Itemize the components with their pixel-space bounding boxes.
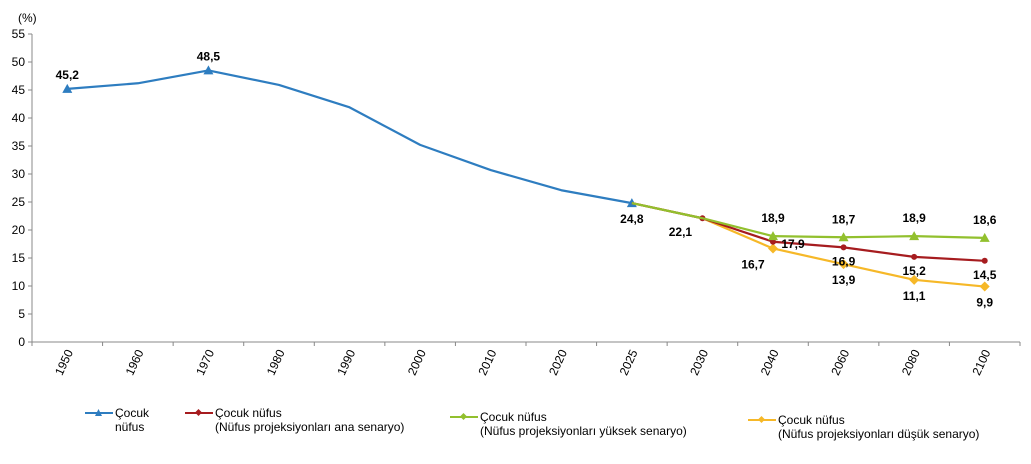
legend-item-child-population: Çocuk nüfus	[85, 406, 149, 434]
y-axis-unit: (%)	[18, 11, 37, 25]
data-point-marker	[840, 244, 847, 251]
data-label: 15,2	[902, 264, 926, 278]
data-point-marker	[768, 231, 778, 241]
x-tick-label: 1990	[334, 347, 358, 377]
x-tick-label: 2040	[758, 347, 782, 377]
x-tick-label: 2030	[687, 347, 711, 377]
data-point-marker	[909, 274, 920, 285]
legend-swatch-green	[450, 410, 478, 424]
data-label: 18,7	[832, 212, 856, 226]
data-label: 14,5	[973, 268, 997, 282]
y-tick-label: 40	[12, 111, 26, 125]
y-tick-label: 20	[12, 223, 26, 237]
legend-label: Çocuk nüfus	[215, 406, 282, 420]
data-label: 22,1	[669, 225, 693, 239]
data-label: 16,9	[832, 254, 856, 268]
x-tick-label: 2020	[546, 347, 570, 377]
y-tick-label: 5	[18, 307, 25, 321]
data-label: 48,5	[197, 49, 221, 63]
legend-swatch-yellow	[748, 413, 776, 427]
x-tick-label: 1950	[52, 347, 76, 377]
legend-label: Çocuk	[115, 406, 150, 420]
data-label: 9,9	[976, 296, 993, 310]
legend-label: Çocuk nüfus	[778, 413, 845, 427]
data-point-marker	[909, 231, 920, 241]
x-tick-label: 2000	[405, 347, 429, 377]
data-point-marker	[979, 281, 990, 292]
legend-item-low-scenario: Çocuk nüfus (Nüfus projeksiyonları düşük …	[748, 413, 979, 441]
x-tick-label: 1970	[193, 347, 217, 377]
data-label: 13,9	[832, 273, 856, 287]
y-tick-label: 15	[12, 251, 26, 265]
x-tick-label: 1980	[264, 347, 288, 377]
data-point-marker	[979, 232, 990, 242]
y-tick-label: 50	[12, 55, 26, 69]
data-label: 24,8	[620, 212, 644, 226]
legend-label: (Nüfus projeksiyonları ana senaryo)	[215, 420, 405, 434]
x-tick-label: 1960	[123, 347, 147, 377]
y-tick-label: 0	[18, 335, 25, 349]
legend-swatch-blue	[85, 406, 113, 420]
data-point-marker	[838, 232, 849, 242]
series-line	[67, 69, 633, 205]
legend-label: (Nüfus projeksiyonları düşük senaryo)	[778, 427, 980, 441]
data-point-marker	[838, 259, 849, 270]
legend-swatch-red	[185, 406, 213, 420]
legend-item-high-scenario: Çocuk nüfus (Nüfus projeksiyonları yüksek…	[450, 410, 687, 438]
legend-item-main-scenario: Çocuk nüfus (Nüfus projeksiyonları ana se…	[185, 406, 404, 434]
data-point-marker	[770, 238, 776, 245]
x-tick-label: 2060	[828, 347, 852, 377]
y-tick-label: 55	[12, 27, 26, 41]
legend-label: nüfus	[115, 420, 145, 434]
x-tick-label: 2100	[969, 347, 993, 377]
data-label: 18,6	[973, 213, 997, 227]
data-label: 18,9	[902, 211, 926, 225]
data-point-marker	[911, 253, 918, 260]
data-point-marker	[626, 198, 637, 208]
x-tick-label: 2025	[617, 347, 641, 377]
data-label: 17,9	[781, 237, 805, 251]
y-tick-label: 45	[12, 83, 26, 97]
data-point-marker	[768, 243, 778, 254]
data-label: 18,9	[761, 211, 785, 225]
legend-label: (Nüfus projeksiyonları yüksek senaryo)	[480, 424, 687, 438]
data-point-marker	[981, 257, 988, 264]
y-tick-label: 30	[12, 167, 26, 181]
data-point-marker	[62, 83, 73, 93]
series-line	[631, 202, 985, 239]
x-tick-label: 2080	[899, 347, 923, 377]
data-label: 16,7	[741, 257, 765, 271]
x-tick-label: 2010	[475, 347, 499, 377]
data-label: 11,1	[903, 289, 926, 303]
legend-label: Çocuk nüfus	[480, 410, 547, 424]
y-tick-label: 25	[12, 195, 26, 209]
y-tick-label: 35	[12, 139, 26, 153]
data-label: 45,2	[56, 68, 80, 82]
data-point-marker	[203, 65, 214, 75]
y-tick-label: 10	[12, 279, 26, 293]
